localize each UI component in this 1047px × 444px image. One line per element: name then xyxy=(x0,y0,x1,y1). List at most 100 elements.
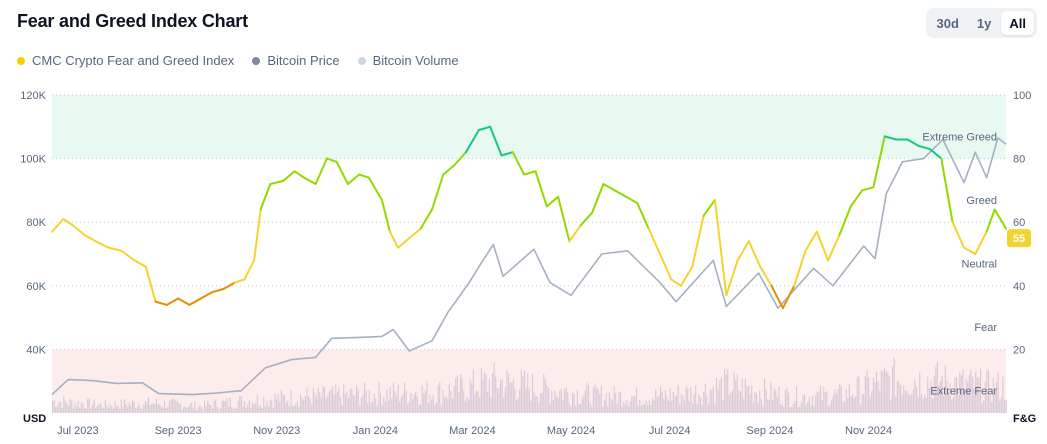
fear-greed-segment[interactable] xyxy=(94,240,110,249)
fear-greed-segment[interactable] xyxy=(747,240,762,268)
fear-greed-segment[interactable] xyxy=(500,151,514,157)
fear-greed-segment[interactable] xyxy=(431,173,445,211)
volume-bar xyxy=(957,395,959,413)
fear-greed-segment[interactable] xyxy=(872,135,886,189)
fear-greed-segment[interactable] xyxy=(985,208,996,233)
fear-greed-segment[interactable] xyxy=(388,230,399,249)
fear-greed-segment[interactable] xyxy=(62,218,74,227)
fear-greed-segment[interactable] xyxy=(303,176,317,185)
fear-greed-segment[interactable] xyxy=(659,253,673,281)
fear-greed-segment[interactable] xyxy=(83,233,97,243)
volume-bar xyxy=(288,406,290,413)
volume-bar xyxy=(124,399,126,413)
fear-greed-segment[interactable] xyxy=(419,208,433,230)
fear-greed-segment[interactable] xyxy=(906,138,920,147)
fear-greed-segment[interactable] xyxy=(951,221,965,249)
fear-greed-segment[interactable] xyxy=(713,198,728,297)
fear-greed-segment[interactable] xyxy=(477,125,492,131)
fear-greed-segment[interactable] xyxy=(781,284,796,310)
fear-greed-segment[interactable] xyxy=(883,135,897,141)
fear-greed-segment[interactable] xyxy=(691,214,705,268)
fear-greed-segment[interactable] xyxy=(408,227,422,240)
fear-greed-segment[interactable] xyxy=(793,249,807,287)
fear-greed-segment[interactable] xyxy=(770,284,784,310)
fear-greed-segment[interactable] xyxy=(636,202,650,230)
fear-greed-segment[interactable] xyxy=(804,230,818,252)
volume-bar xyxy=(511,382,513,413)
fear-greed-segment[interactable] xyxy=(489,125,503,157)
fear-greed-segment[interactable] xyxy=(293,170,306,179)
fear-greed-segment[interactable] xyxy=(568,224,582,243)
fear-greed-segment[interactable] xyxy=(602,183,616,192)
fear-greed-segment[interactable] xyxy=(346,173,361,185)
fear-greed-segment[interactable] xyxy=(177,297,191,306)
fear-greed-segment[interactable] xyxy=(51,218,65,233)
volume-bar xyxy=(906,390,908,413)
fear-greed-segment[interactable] xyxy=(325,157,338,163)
volume-bar xyxy=(386,389,388,413)
fear-greed-segment[interactable] xyxy=(963,246,977,255)
fear-greed-segment[interactable] xyxy=(702,198,716,217)
fear-greed-segment[interactable] xyxy=(827,233,841,262)
fear-greed-segment[interactable] xyxy=(253,208,262,262)
fear-greed-segment[interactable] xyxy=(974,230,988,255)
fear-greed-segment[interactable] xyxy=(647,227,661,255)
fear-greed-segment[interactable] xyxy=(545,195,560,208)
fear-greed-segment[interactable] xyxy=(917,144,931,151)
fear-greed-segment[interactable] xyxy=(849,189,864,208)
fear-greed-segment[interactable] xyxy=(133,259,147,268)
fear-greed-segment[interactable] xyxy=(453,151,467,166)
legend-item-bitcoin-volume[interactable]: Bitcoin Volume xyxy=(357,53,459,68)
fear-greed-segment[interactable] xyxy=(269,179,285,185)
fear-greed-segment[interactable] xyxy=(211,288,225,294)
volume-bar xyxy=(845,389,847,413)
fear-greed-segment[interactable] xyxy=(670,278,682,287)
fear-greed-segment[interactable] xyxy=(759,265,773,287)
fear-greed-segment[interactable] xyxy=(165,297,180,306)
fear-greed-segment[interactable] xyxy=(107,246,123,252)
fear-greed-segment[interactable] xyxy=(222,281,236,290)
fear-greed-segment[interactable] xyxy=(154,300,168,306)
fear-greed-segment[interactable] xyxy=(929,148,943,160)
fear-greed-segment[interactable] xyxy=(861,186,875,192)
range-1y-button[interactable]: 1y xyxy=(969,11,999,35)
fear-greed-segment[interactable] xyxy=(243,259,256,281)
fear-greed-segment[interactable] xyxy=(511,151,526,176)
legend-item-fear-greed[interactable]: CMC Crypto Fear and Greed Index xyxy=(17,53,234,68)
fear-greed-segment[interactable] xyxy=(815,230,830,262)
fear-greed-segment[interactable] xyxy=(233,278,246,284)
range-all-button[interactable]: All xyxy=(1001,11,1034,35)
fear-greed-segment[interactable] xyxy=(144,265,157,303)
fear-greed-segment[interactable] xyxy=(367,176,383,201)
fear-greed-segment[interactable] xyxy=(199,291,214,300)
fear-greed-segment[interactable] xyxy=(725,259,739,297)
fear-greed-segment[interactable] xyxy=(838,205,852,236)
fear-greed-segment[interactable] xyxy=(335,160,349,185)
fear-greed-segment[interactable] xyxy=(680,265,694,287)
fear-greed-segment[interactable] xyxy=(940,157,954,224)
bitcoin-price-line[interactable] xyxy=(51,137,1007,396)
fear-greed-segment[interactable] xyxy=(397,237,411,249)
fear-greed-segment[interactable] xyxy=(188,297,202,306)
fear-greed-segment[interactable] xyxy=(993,208,1007,230)
fear-greed-segment[interactable] xyxy=(523,170,537,176)
fear-greed-segment[interactable] xyxy=(259,183,272,211)
fear-greed-segment[interactable] xyxy=(282,170,296,182)
fear-greed-segment[interactable] xyxy=(736,240,750,262)
fear-greed-segment[interactable] xyxy=(314,157,328,185)
legend-item-bitcoin-price[interactable]: Bitcoin Price xyxy=(252,53,340,68)
fear-greed-segment[interactable] xyxy=(625,195,639,205)
range-30d-button[interactable]: 30d xyxy=(929,11,967,35)
fear-greed-segment[interactable] xyxy=(557,195,571,243)
fear-greed-segment[interactable] xyxy=(358,173,370,179)
fear-greed-segment[interactable] xyxy=(72,224,86,236)
fear-greed-segment[interactable] xyxy=(591,183,605,214)
fear-greed-segment[interactable] xyxy=(613,189,627,198)
fear-greed-segment[interactable] xyxy=(534,170,548,208)
fear-greed-segment[interactable] xyxy=(464,129,480,154)
fear-greed-segment[interactable] xyxy=(579,211,594,227)
fear-greed-segment[interactable] xyxy=(380,198,391,233)
fear-greed-segment[interactable] xyxy=(120,249,136,262)
fear-greed-segment[interactable] xyxy=(442,164,456,176)
